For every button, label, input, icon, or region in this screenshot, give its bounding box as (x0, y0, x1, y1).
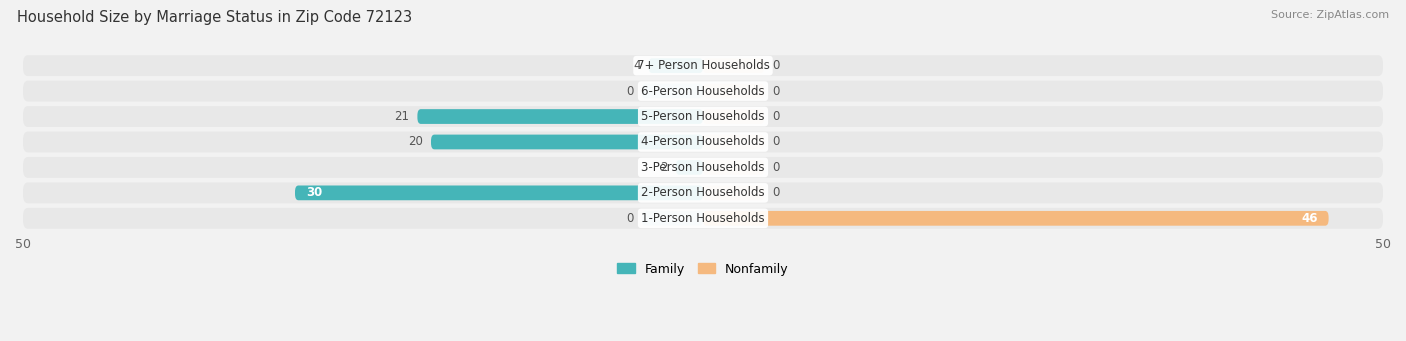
FancyBboxPatch shape (703, 135, 765, 149)
FancyBboxPatch shape (418, 109, 703, 124)
Text: 20: 20 (408, 135, 423, 148)
FancyBboxPatch shape (22, 157, 1384, 178)
Text: 1-Person Households: 1-Person Households (641, 212, 765, 225)
Text: 2-Person Households: 2-Person Households (641, 187, 765, 199)
FancyBboxPatch shape (22, 208, 1384, 229)
Text: 30: 30 (307, 187, 322, 199)
FancyBboxPatch shape (641, 84, 703, 99)
Text: 4-Person Households: 4-Person Households (641, 135, 765, 148)
FancyBboxPatch shape (22, 81, 1384, 102)
Text: 3-Person Households: 3-Person Households (641, 161, 765, 174)
Text: 4: 4 (633, 59, 641, 72)
Text: 6-Person Households: 6-Person Households (641, 85, 765, 98)
Text: 7+ Person Households: 7+ Person Households (637, 59, 769, 72)
Legend: Family, Nonfamily: Family, Nonfamily (612, 257, 794, 281)
Text: 0: 0 (626, 85, 634, 98)
FancyBboxPatch shape (641, 211, 703, 226)
FancyBboxPatch shape (703, 186, 765, 200)
FancyBboxPatch shape (703, 211, 1329, 226)
FancyBboxPatch shape (703, 84, 765, 99)
Text: Source: ZipAtlas.com: Source: ZipAtlas.com (1271, 10, 1389, 20)
FancyBboxPatch shape (295, 186, 703, 200)
FancyBboxPatch shape (703, 58, 765, 73)
Text: Household Size by Marriage Status in Zip Code 72123: Household Size by Marriage Status in Zip… (17, 10, 412, 25)
Text: 0: 0 (772, 59, 780, 72)
Text: 0: 0 (772, 187, 780, 199)
FancyBboxPatch shape (22, 182, 1384, 203)
Text: 21: 21 (394, 110, 409, 123)
FancyBboxPatch shape (703, 109, 765, 124)
Text: 0: 0 (772, 110, 780, 123)
Text: 0: 0 (626, 212, 634, 225)
Text: 5-Person Households: 5-Person Households (641, 110, 765, 123)
FancyBboxPatch shape (648, 58, 703, 73)
FancyBboxPatch shape (703, 160, 765, 175)
FancyBboxPatch shape (432, 135, 703, 149)
FancyBboxPatch shape (22, 132, 1384, 152)
Text: 0: 0 (772, 161, 780, 174)
FancyBboxPatch shape (22, 106, 1384, 127)
Text: 2: 2 (661, 161, 668, 174)
FancyBboxPatch shape (22, 55, 1384, 76)
Text: 0: 0 (772, 85, 780, 98)
FancyBboxPatch shape (676, 160, 703, 175)
Text: 46: 46 (1301, 212, 1317, 225)
Text: 0: 0 (772, 135, 780, 148)
